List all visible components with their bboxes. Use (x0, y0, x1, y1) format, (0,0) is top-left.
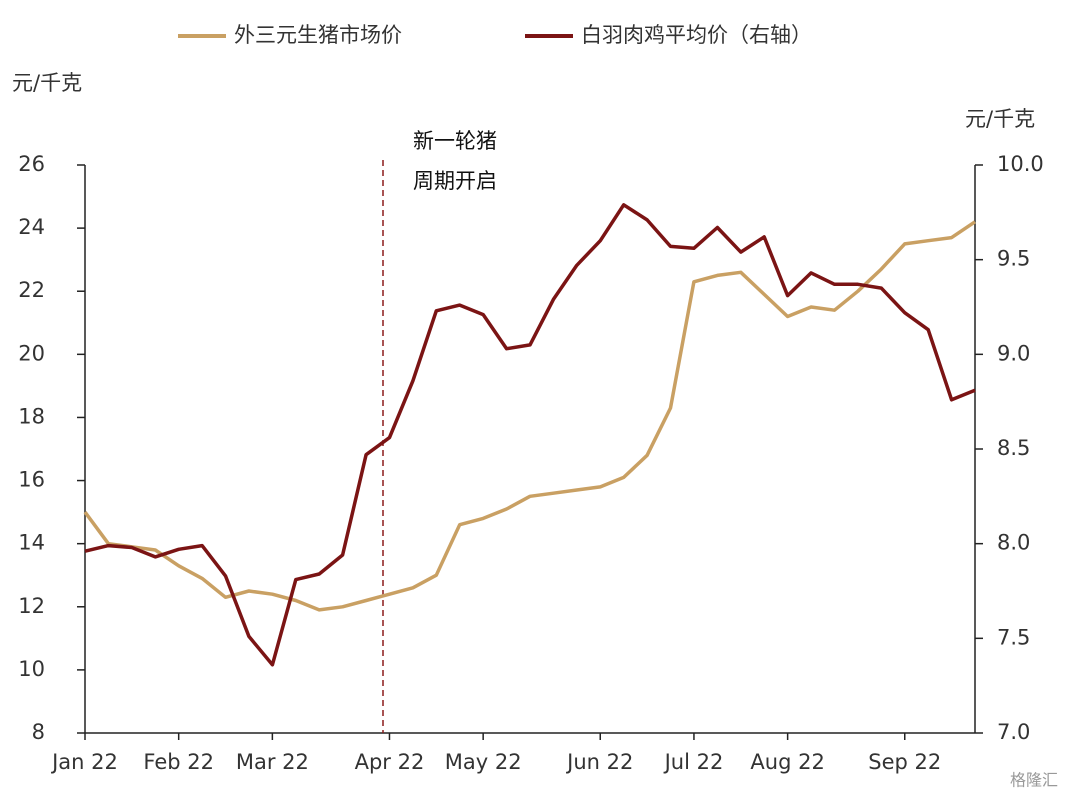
x-tick-label: Feb 22 (143, 750, 214, 774)
x-tick-label: Aug 22 (750, 750, 824, 774)
x-tick-label: Sep 22 (868, 750, 941, 774)
y2-tick-label: 7.5 (997, 625, 1030, 649)
legend-label: 白羽肉鸡平均价（右轴） (581, 23, 812, 47)
annotation: 周期开启 (413, 169, 497, 193)
y-tick-label: 24 (18, 215, 45, 239)
y-tick-label: 22 (18, 278, 45, 302)
x-tick-label: Jul 22 (663, 750, 724, 774)
y-tick-label: 20 (18, 341, 45, 365)
x-tick-label: Jan 22 (50, 750, 118, 774)
y2-tick-label: 10.0 (997, 152, 1044, 176)
y-tick-label: 8 (32, 720, 45, 744)
x-tick-label: Jun 22 (565, 750, 633, 774)
legend-label: 外三元生猪市场价 (234, 23, 402, 47)
x-tick-label: May 22 (445, 750, 522, 774)
y-tick-label: 16 (18, 468, 45, 492)
y-tick-label: 10 (18, 657, 45, 681)
x-tick-label: Apr 22 (355, 750, 425, 774)
x-tick-label: Mar 22 (236, 750, 309, 774)
y-tick-label: 14 (18, 531, 45, 555)
annotation: 新一轮猪 (413, 129, 497, 153)
watermark: 格隆汇 (1010, 771, 1058, 790)
y2-tick-label: 9.0 (997, 341, 1030, 365)
y2-tick-label: 9.5 (997, 247, 1030, 271)
y2-tick-label: 7.0 (997, 720, 1030, 744)
y-axis-label: 元/千克 (12, 71, 82, 95)
y2-tick-label: 8.5 (997, 436, 1030, 460)
y-tick-label: 26 (18, 152, 45, 176)
y2-tick-label: 8.0 (997, 531, 1030, 555)
series-line (84, 203, 976, 667)
y2-axis-label: 元/千克 (965, 107, 1035, 131)
y-tick-label: 18 (18, 404, 45, 428)
series-line (83, 220, 976, 612)
y-tick-label: 12 (18, 594, 45, 618)
